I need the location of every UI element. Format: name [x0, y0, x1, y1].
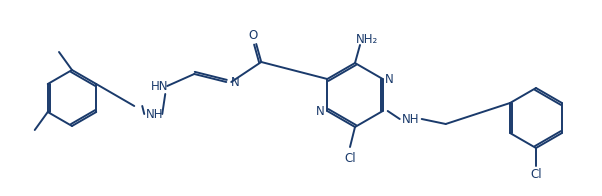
Text: N: N: [385, 73, 394, 85]
Text: N: N: [316, 104, 324, 117]
Text: NH₂: NH₂: [356, 33, 378, 45]
Text: NH: NH: [146, 107, 163, 121]
Text: Cl: Cl: [530, 169, 542, 181]
Text: NH: NH: [402, 113, 420, 125]
Text: O: O: [249, 28, 258, 42]
Text: N: N: [231, 75, 240, 89]
Text: Cl: Cl: [344, 152, 356, 165]
Text: HN: HN: [150, 80, 168, 93]
